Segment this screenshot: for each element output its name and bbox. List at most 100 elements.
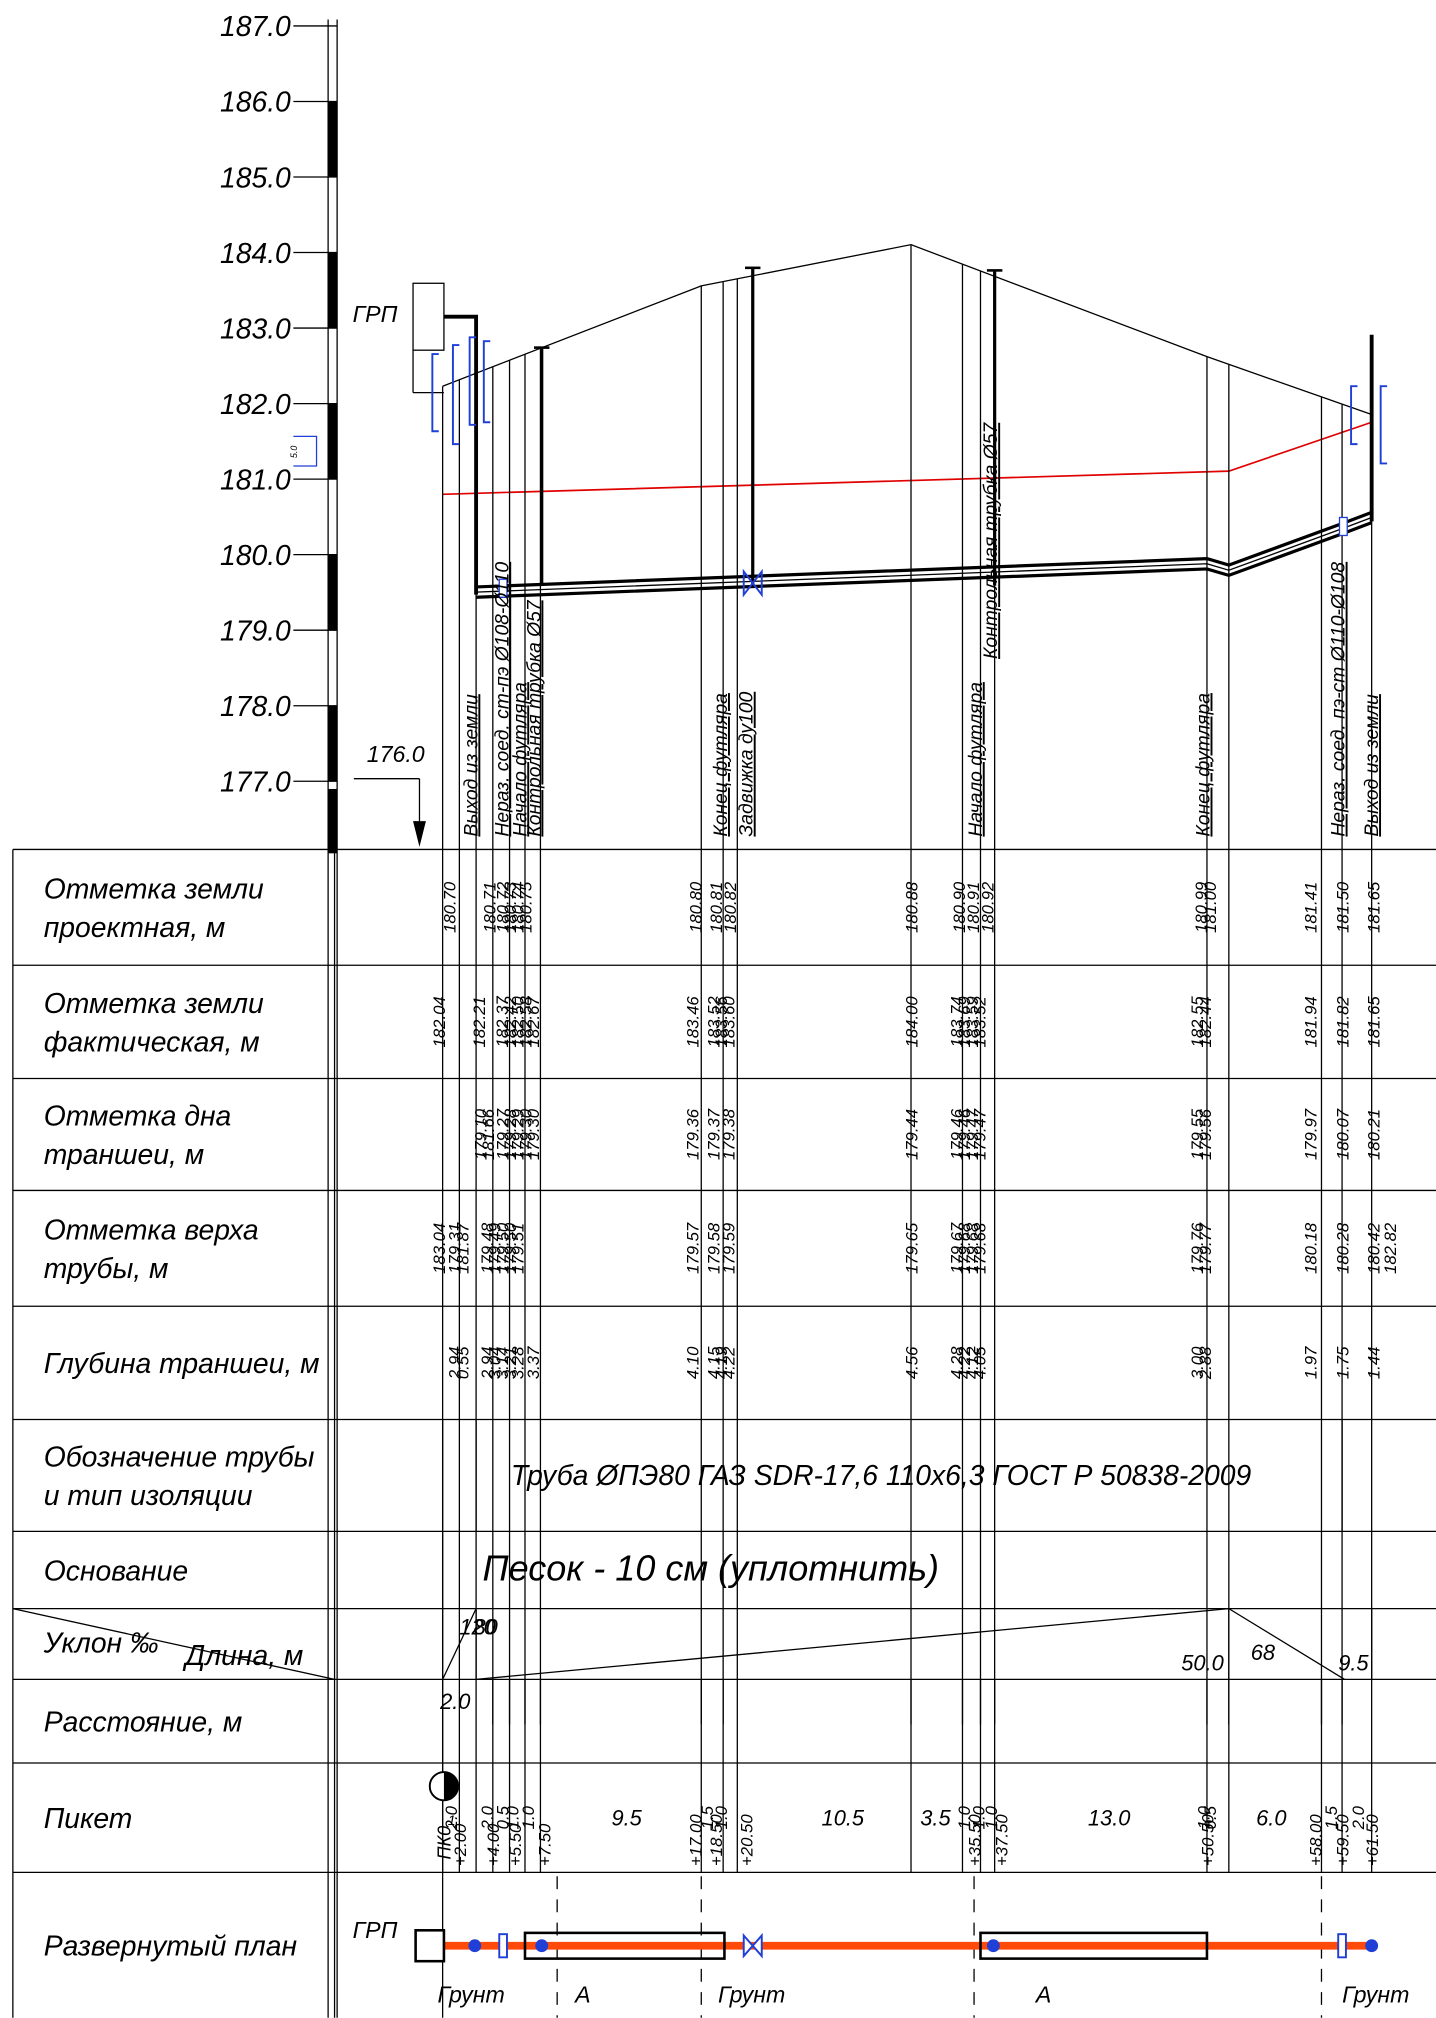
base-spec: Песок - 10 см (уплотнить) (483, 1547, 939, 1588)
length-value: 9.5 (1338, 1650, 1369, 1675)
cell-value: 182.04 (430, 996, 449, 1047)
distance-value: 13.0 (1088, 1805, 1131, 1830)
cell-value: 181.87 (453, 1222, 472, 1274)
distance-value: 9.5 (611, 1805, 642, 1830)
plan-node (1365, 1939, 1378, 1952)
row-label: Расстояние, м (44, 1706, 243, 1738)
scale-note: 5.0 (289, 446, 299, 459)
ruler-label: 180.0 (220, 539, 291, 571)
ground-type: Грунт (437, 1981, 504, 2007)
grp-box (413, 283, 444, 350)
cell-value: 183.60 (720, 996, 739, 1048)
ruler-label: 183.0 (220, 312, 291, 344)
station-label: Контрольная трубка Ø57 (981, 422, 1002, 659)
row-label: Глубина траншеи, м (44, 1347, 320, 1379)
cell-value: 180.07 (1334, 1108, 1353, 1160)
ground-type: Грунт (1342, 1981, 1409, 2007)
picket-value: +61.50 (1363, 1814, 1382, 1866)
cell-value: 1.97 (1301, 1346, 1320, 1379)
ruler-bar (328, 404, 337, 480)
ruler-label: 181.0 (220, 463, 291, 495)
cell-value: 1.75 (1334, 1346, 1353, 1379)
distance-value: 6.0 (1256, 1805, 1286, 1830)
picket-value: +50.50 (1198, 1814, 1217, 1866)
ruler-bar (328, 555, 337, 631)
ground-type: Грунт (718, 1981, 785, 2007)
row-label: Отметка земли (44, 987, 264, 1019)
ruler-label: 177.0 (220, 766, 291, 798)
cell-value: 180.88 (902, 881, 921, 933)
picket-value: +4.00 (484, 1823, 503, 1866)
ruler-label: 182.0 (220, 388, 291, 420)
profile-drawing: 187.0186.0185.0184.0183.0182.0181.0180.0… (0, 0, 1436, 2018)
cell-value: 182.44 (1196, 996, 1215, 1047)
row-label: проектная, м (44, 911, 226, 943)
distance-value: 3.5 (920, 1805, 951, 1830)
cell-value: 182.82 (1381, 1222, 1400, 1274)
ruler-label: 185.0 (220, 161, 291, 193)
cell-value: 184.00 (902, 996, 921, 1048)
cell-value: 2.88 (1196, 1346, 1215, 1380)
ruler-bar (328, 789, 337, 853)
cell-value: 181.41 (1301, 882, 1320, 933)
cell-value: 180.70 (441, 881, 460, 933)
cell-value: 4.10 (684, 1346, 703, 1379)
picket-value: +7.50 (536, 1823, 555, 1866)
ruler-bar (328, 706, 337, 782)
cell-value: 181.82 (1334, 996, 1353, 1048)
grp-label: ГРП (353, 301, 398, 327)
distance-value: 10.5 (822, 1805, 865, 1830)
cell-value: 179.38 (720, 1108, 739, 1160)
cell-value: 182.21 (470, 996, 489, 1047)
cell-value: 179.77 (1196, 1222, 1215, 1274)
cell-value: 179.47 (971, 1108, 990, 1160)
picket-value: +5.50 (506, 1823, 525, 1866)
cell-value: 180.92 (978, 881, 997, 933)
cell-value: 4.22 (720, 1346, 739, 1379)
station-label: Задвижка ду100 (737, 691, 758, 836)
row-label: Уклон ‰ (43, 1626, 159, 1658)
plan-coupling (499, 1934, 507, 1957)
cell-value: 179.30 (524, 1108, 543, 1160)
plan-coupling (1338, 1934, 1346, 1957)
ruler-label: 178.0 (220, 690, 291, 722)
station-label: Контрольная трубка Ø57 (524, 599, 545, 836)
cell-value: 180.21 (1364, 1109, 1383, 1160)
row-label: Основание (44, 1554, 188, 1586)
row-label: Отметка земли (44, 872, 264, 904)
cell-value: 181.65 (1364, 996, 1383, 1048)
cell-value: 181.00 (1201, 881, 1220, 933)
row-label: фактическая, м (44, 1025, 260, 1057)
row-label: Развернутый план (44, 1929, 298, 1961)
page: Профиль газопровода { "scale": {"ticks":… (0, 0, 1436, 2018)
row-label: Обозначение трубы (44, 1440, 315, 1472)
cell-value: 180.28 (1334, 1222, 1353, 1274)
cell-value: 179.56 (1196, 1108, 1215, 1160)
plan-node (468, 1939, 481, 1952)
ground-type: А (1034, 1981, 1051, 2007)
picket-value: +2.00 (451, 1823, 470, 1866)
picket-value: +18.50 (707, 1814, 726, 1866)
row-label: Пикет (44, 1802, 133, 1834)
cell-value: 181.50 (1334, 881, 1353, 933)
cell-value: 179.51 (509, 1223, 528, 1274)
picket-value: +17.00 (686, 1814, 705, 1866)
cell-value: 179.97 (1301, 1108, 1320, 1160)
coupling (1339, 517, 1347, 535)
station-label: Начало футляра (966, 682, 987, 837)
cell-value: 183.52 (971, 996, 990, 1048)
cell-value: 183.46 (684, 996, 703, 1048)
cell-value: 180.75 (516, 881, 535, 933)
picket-value: +35.50 (965, 1814, 984, 1866)
pipe-spec: Труба ØПЭ80 ГАЗ SDR-17,6 110x6,3 ГОСТ Р … (511, 1459, 1252, 1491)
station-label: Выход из земли (461, 694, 482, 837)
station-label: Нераз. соед. пэ-ст Ø110-Ø108 (1329, 562, 1350, 837)
station-label: Конец футляра (1194, 693, 1215, 837)
length-value: 2.0 (439, 1689, 470, 1714)
plan-node (987, 1939, 1000, 1952)
cell-value: 179.44 (902, 1109, 921, 1160)
ruler-label: 184.0 (220, 237, 291, 269)
cell-value: 179.59 (720, 1223, 739, 1274)
cell-value: 4.05 (971, 1346, 990, 1379)
cell-value: 179.57 (684, 1222, 703, 1274)
